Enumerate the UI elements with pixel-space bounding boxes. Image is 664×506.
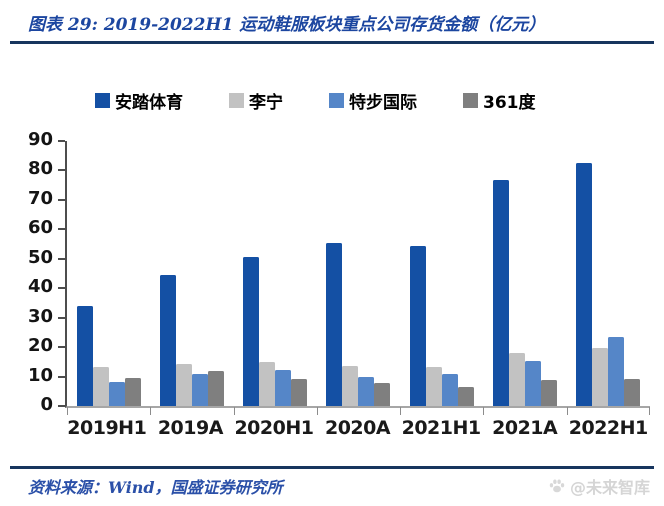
y-tick-70 xyxy=(58,198,65,201)
bar-特步国际-2022H1 xyxy=(608,337,625,406)
bar-特步国际-2021A xyxy=(525,361,542,406)
bar-group-2020H1 xyxy=(234,141,317,406)
bar-安踏体育-2022H1 xyxy=(576,163,593,406)
bar-group-2022H1 xyxy=(567,141,650,406)
y-tick-50 xyxy=(58,257,65,260)
legend-label: 安踏体育 xyxy=(115,93,183,113)
bar-group-2021H1 xyxy=(400,141,483,406)
x-label-2019H1: 2019H1 xyxy=(67,417,147,439)
bar-李宁-2021A xyxy=(509,353,526,406)
x-label-2021A: 2021A xyxy=(492,417,558,439)
y-tick-label-0: 0 xyxy=(40,394,53,415)
figure-footer: 资料来源：Wind，国盛证券研究所 @未来智库 xyxy=(28,474,650,498)
watermark: @未来智库 xyxy=(548,474,650,498)
legend-label: 361度 xyxy=(483,93,536,113)
data-source-note: 资料来源：Wind，国盛证券研究所 xyxy=(28,478,283,497)
x-label-2019A: 2019A xyxy=(157,417,224,439)
x-boundary-tick xyxy=(566,407,568,415)
y-tick-40 xyxy=(58,287,65,290)
bar-361度-2020A xyxy=(374,383,391,406)
header-divider xyxy=(10,41,654,44)
bar-group-2020A xyxy=(317,141,400,406)
bar-361度-2019A xyxy=(207,371,224,406)
legend-swatch-xtep xyxy=(329,93,344,108)
legend-item-xtep: 特步国际 xyxy=(329,88,417,113)
y-tick-label-70: 70 xyxy=(27,187,53,209)
legend-swatch-361 xyxy=(463,93,478,108)
figure-header: 图表 29: 2019-2022H1 运动鞋服板块重点公司存货金额（亿元） xyxy=(0,0,664,35)
watermark-text: @未来智库 xyxy=(569,478,650,497)
x-boundary-tick xyxy=(400,407,402,415)
bar-安踏体育-2019H1 xyxy=(76,306,93,406)
figure-title: 图表 29: 2019-2022H1 运动鞋服板块重点公司存货金额（亿元） xyxy=(28,15,546,35)
x-boundary-tick xyxy=(316,407,318,415)
x-boundary-tick xyxy=(483,407,485,415)
y-tick-30 xyxy=(58,316,65,319)
y-tick-label-90: 90 xyxy=(27,129,53,150)
y-tick-label-60: 60 xyxy=(27,217,53,239)
bar-李宁-2021H1 xyxy=(425,366,442,406)
bar-特步国际-2021H1 xyxy=(441,373,458,406)
bar-李宁-2019A xyxy=(175,363,192,406)
bar-361度-2021H1 xyxy=(457,386,474,406)
bar-安踏体育-2020H1 xyxy=(243,257,260,406)
y-tick-label-40: 40 xyxy=(27,276,53,298)
y-tick-label-10: 10 xyxy=(27,364,53,386)
y-tick-0 xyxy=(58,405,65,407)
y-tick-label-80: 80 xyxy=(27,158,53,180)
legend-item-lining: 李宁 xyxy=(229,88,283,113)
plot-area: 0 10 20 30 40 50 60 70 80 90 xyxy=(28,131,650,415)
y-tick-20 xyxy=(58,346,65,349)
y-tick-label-30: 30 xyxy=(27,305,53,327)
bar-李宁-2022H1 xyxy=(592,347,609,406)
y-tick-10 xyxy=(58,375,65,378)
bar-安踏体育-2020A xyxy=(326,243,343,406)
bar-李宁-2020A xyxy=(342,365,359,406)
bar-安踏体育-2021A xyxy=(493,179,510,406)
bar-361度-2021A xyxy=(541,379,558,406)
bar-特步国际-2019A xyxy=(191,374,208,406)
x-boundary-tick xyxy=(649,407,650,415)
bar-李宁-2020H1 xyxy=(259,361,276,406)
bar-361度-2022H1 xyxy=(624,378,641,406)
x-label-2021H1: 2021H1 xyxy=(401,417,482,439)
legend-swatch-lining xyxy=(229,93,244,108)
y-tick-80 xyxy=(58,169,65,172)
x-boundary-tick xyxy=(67,407,68,415)
y-tick-label-50: 50 xyxy=(27,246,53,268)
legend-label: 特步国际 xyxy=(349,93,417,113)
bar-安踏体育-2021H1 xyxy=(409,245,426,406)
bar-安踏体育-2019A xyxy=(159,274,176,406)
bar-李宁-2019H1 xyxy=(92,367,109,406)
legend-item-anta: 安踏体育 xyxy=(95,88,183,113)
y-tick-label-20: 20 xyxy=(27,335,53,357)
bar-361度-2019H1 xyxy=(124,378,141,406)
x-boundary-tick xyxy=(150,407,152,415)
chart-legend: 安踏体育 李宁 特步国际 361度 xyxy=(95,88,664,113)
bar-361度-2020H1 xyxy=(291,379,308,406)
x-boundary-tick xyxy=(233,407,235,415)
bar-group-2019H1 xyxy=(67,141,150,406)
paw-icon xyxy=(549,479,565,493)
bar-group-2019A xyxy=(150,141,233,406)
bar-特步国际-2020H1 xyxy=(275,369,292,406)
x-label-2020H1: 2020H1 xyxy=(234,417,314,439)
y-tick-90 xyxy=(58,140,65,142)
bar-特步国际-2020A xyxy=(358,376,375,406)
footer-divider xyxy=(10,466,654,469)
bar-特步国际-2019H1 xyxy=(108,382,125,406)
x-label-2022H1: 2022H1 xyxy=(568,417,649,439)
bar-chart: 0 10 20 30 40 50 60 70 80 90 xyxy=(28,131,650,415)
legend-swatch-anta xyxy=(95,93,110,108)
x-axis-labels: 2019H1 2019A 2020H1 2020A 2021H1 2021A 2022H1 xyxy=(65,417,650,439)
bar-group-2021A xyxy=(483,141,566,406)
legend-item-361: 361度 xyxy=(463,88,536,113)
legend-label: 李宁 xyxy=(249,93,283,113)
y-tick-60 xyxy=(58,228,65,231)
x-label-2020A: 2020A xyxy=(324,417,391,439)
